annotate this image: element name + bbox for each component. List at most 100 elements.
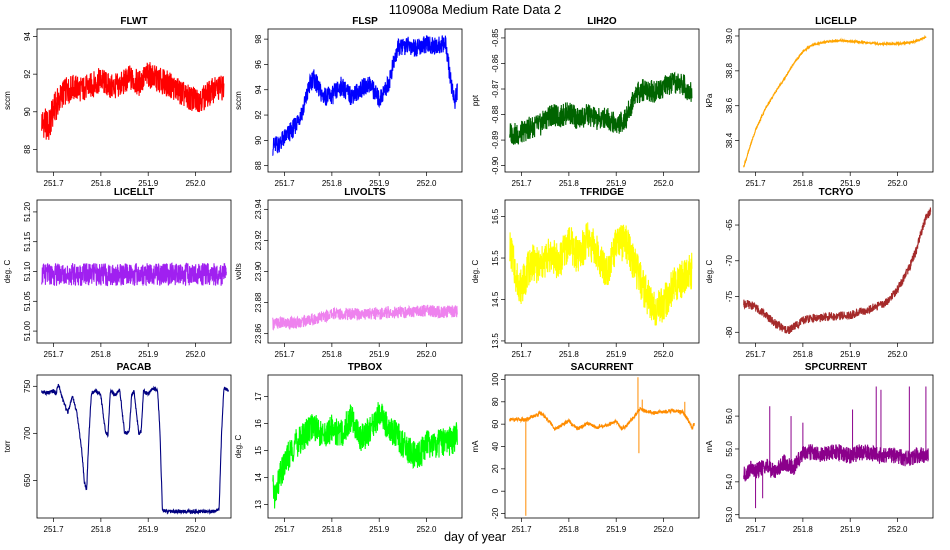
y-tick-label: 55.0 (725, 441, 734, 457)
y-tick-label: 88 (23, 144, 32, 153)
y-tick-label: 14.5 (491, 291, 500, 307)
data-trace (41, 383, 229, 515)
plot-frame (738, 374, 934, 519)
y-tick-label: 23.94 (254, 199, 263, 220)
panel-spcurrent: SPCURRENT 251.7 251.8 251.9 252.0 53.0 54.0 55.… (705, 362, 934, 534)
x-tick-label: 251.8 (559, 350, 580, 359)
x-tick-label: 251.9 (138, 525, 159, 534)
y-tick-label: 51.15 (23, 231, 32, 252)
x-tick-label: 251.9 (840, 179, 861, 188)
y-tick-label: 16.5 (491, 208, 500, 224)
x-tick-label: 251.7 (275, 525, 296, 534)
y-tick-label: 15.5 (491, 250, 500, 266)
x-tick-label: 251.8 (322, 525, 343, 534)
x-tick-label: 251.8 (793, 179, 814, 188)
y-tick-label: 16 (254, 419, 263, 428)
y-tick-label: 0 (491, 488, 500, 493)
data-trace (743, 444, 929, 482)
panel-licellp: LICELLP 251.7 251.8 251.9 252.0 38.4 38.6 38.8 3… (705, 16, 934, 188)
x-tick-label: 252.0 (653, 525, 674, 534)
y-axis-label: sccm (3, 91, 12, 110)
y-tick-label: -0.85 (491, 28, 500, 47)
panel-title: LIVOLTS (344, 187, 386, 198)
plot-frame (36, 374, 232, 519)
y-tick-label: 56.0 (725, 408, 734, 424)
plot-frame (504, 199, 700, 344)
y-tick-label: 53.0 (725, 506, 734, 522)
plot-frame (504, 28, 700, 173)
x-tick-label: 252.0 (887, 179, 908, 188)
data-trace (743, 34, 927, 168)
y-tick-label: 51.10 (23, 261, 32, 282)
y-tick-label: -0.89 (491, 130, 500, 149)
x-tick-label: 251.7 (44, 179, 65, 188)
y-tick-label: -75 (725, 290, 734, 302)
data-trace (272, 304, 458, 331)
y-tick-label: 13.5 (491, 333, 500, 349)
x-tick-label: 251.8 (559, 179, 580, 188)
y-axis-label: torr (3, 440, 12, 452)
x-tick-label: 251.8 (322, 350, 343, 359)
x-tick-label: 252.0 (185, 179, 206, 188)
panel-title: LICELLP (815, 16, 857, 27)
x-tick-label: 251.9 (840, 350, 861, 359)
panel-livolts: LIVOLTS 251.7 251.8 251.9 252.0 23.86 23.88 23.… (234, 187, 463, 359)
panel-flsp: FLSP 251.7 251.8 251.9 252.0 88 90 92 94 96 98 sccm (234, 16, 463, 188)
data-trace (509, 406, 695, 431)
panel-title: PACAB (117, 362, 152, 373)
x-axis-label: day of year (444, 530, 506, 544)
x-tick-label: 251.9 (369, 525, 390, 534)
x-tick-label: 251.9 (138, 350, 159, 359)
y-tick-label: 80 (491, 397, 500, 406)
x-tick-label: 251.8 (793, 525, 814, 534)
x-tick-label: 251.7 (746, 350, 767, 359)
data-trace (509, 222, 693, 326)
y-tick-label: 98 (254, 34, 263, 43)
panel-title: FLWT (120, 16, 147, 27)
y-axis-label: mA (471, 440, 480, 453)
y-tick-label: 39.0 (725, 28, 734, 44)
panel-tpbox: TPBOX 251.7 251.8 251.9 252.0 13 14 15 16 17 deg. … (234, 362, 463, 534)
y-axis-label: deg. C (471, 259, 480, 283)
x-tick-label: 251.9 (606, 179, 627, 188)
y-tick-label: 14 (254, 473, 263, 482)
y-tick-label: -0.86 (491, 54, 500, 73)
y-tick-label: 38.6 (725, 97, 734, 113)
y-tick-label: 51.05 (23, 291, 32, 312)
data-trace (41, 62, 225, 140)
y-tick-label: 51.20 (23, 201, 32, 222)
panel-title: LIH2O (587, 16, 617, 27)
y-tick-label: -0.90 (491, 156, 500, 175)
y-tick-label: -70 (725, 254, 734, 266)
x-tick-label: 251.7 (275, 179, 296, 188)
panel-title: TCRYO (819, 187, 854, 198)
y-tick-label: 92 (254, 110, 263, 119)
y-tick-label: 700 (23, 426, 32, 440)
x-tick-label: 251.8 (91, 350, 112, 359)
y-tick-label: 15 (254, 446, 263, 455)
x-tick-label: 252.0 (653, 350, 674, 359)
y-tick-label: 92 (23, 69, 32, 78)
x-tick-label: 251.9 (840, 525, 861, 534)
plot-frame (504, 374, 700, 519)
panel-title: LICELLT (114, 187, 154, 198)
y-tick-label: 40 (491, 442, 500, 451)
y-tick-label: 23.90 (254, 261, 263, 282)
y-tick-label: 38.8 (725, 63, 734, 79)
panel-title: SPCURRENT (805, 362, 867, 373)
panel-tfridge: TFRIDGE 251.7 251.8 251.9 252.0 13.5 14.5 15.5 1… (471, 187, 700, 359)
y-axis-label: deg. C (705, 259, 714, 283)
y-axis-label: kPa (705, 93, 714, 107)
panel-title: FLSP (352, 16, 378, 27)
x-tick-label: 251.9 (369, 179, 390, 188)
plot-frame (36, 28, 232, 173)
panel-title: SACURRENT (571, 362, 634, 373)
y-tick-label: 90 (254, 135, 263, 144)
panel-flwt: FLWT 251.7 251.8 251.9 252.0 88 90 92 94 sccm (3, 16, 232, 188)
x-tick-label: 252.0 (185, 525, 206, 534)
plot-frame (738, 28, 934, 173)
y-tick-label: 750 (23, 379, 32, 393)
plot-frame (738, 199, 934, 344)
x-tick-label: 252.0 (416, 525, 437, 534)
y-tick-label: 23.88 (254, 292, 263, 313)
